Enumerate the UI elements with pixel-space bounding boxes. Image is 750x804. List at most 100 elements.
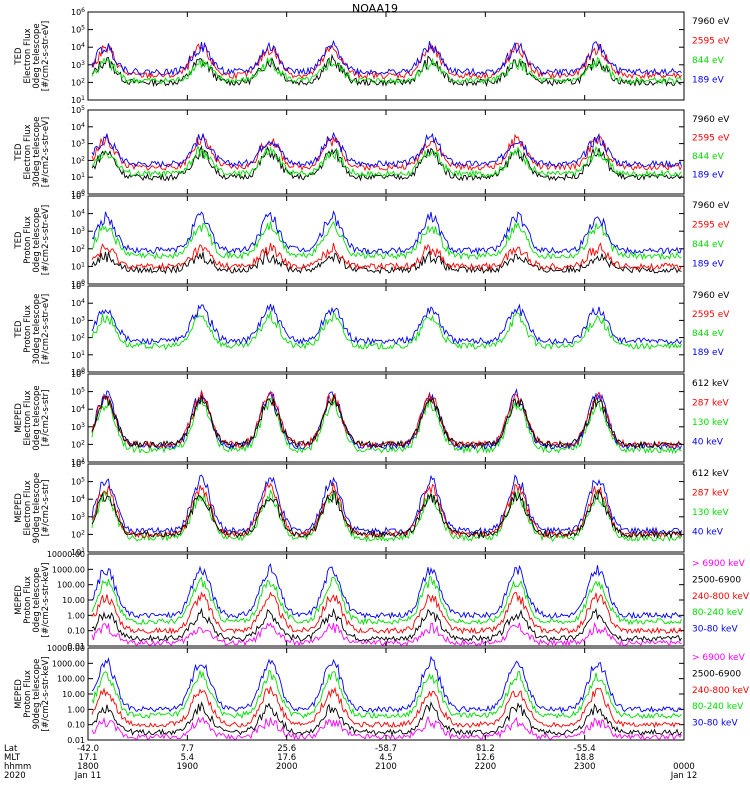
panel-1: 101 102 103 104 105 106 TED Electron Flux 0deg t…	[14, 7, 730, 105]
panel-2: 100 101 102 103 104 105 TED Electron Flux 30deg …	[14, 105, 730, 199]
y-tick-label: 103	[71, 422, 85, 432]
series-trace	[91, 622, 682, 648]
y-axis-label: MEPED	[14, 679, 24, 709]
time-tick-date: Jan 12	[670, 771, 698, 781]
y-tick-label: 105	[71, 387, 85, 397]
legend-entry: > 6900 keV	[692, 653, 746, 663]
y-axis-label: MEPED	[14, 403, 24, 433]
y-axis-label: MEPED	[14, 493, 24, 523]
y-axis-label: MEPED	[14, 585, 24, 615]
series-trace	[91, 669, 682, 720]
time-tick-lat: -42.0	[77, 744, 99, 754]
legend-entry: 40 keV	[692, 438, 724, 448]
time-tick-mlt: 12.6	[476, 753, 495, 763]
series-trace	[91, 394, 682, 449]
legend-entry: 7960 eV	[692, 115, 730, 125]
series-trace	[91, 145, 682, 179]
y-tick-label: 1.00	[67, 611, 85, 620]
time-tick-mlt: 18.8	[575, 753, 594, 763]
y-axis-label: 90deg telescope	[32, 473, 42, 544]
y-tick-label: 104	[71, 42, 85, 52]
time-tick-hhmm: 2100	[375, 762, 397, 772]
y-tick-label: 100	[71, 189, 85, 199]
legend-entry: 7960 eV	[692, 201, 730, 211]
y-tick-label: 103	[71, 226, 85, 236]
y-tick-label: 0.01	[67, 736, 85, 745]
series-trace	[91, 242, 682, 272]
y-tick-label: 105	[71, 25, 85, 35]
y-tick-label: 102	[71, 529, 85, 539]
series-trace	[91, 39, 682, 77]
time-tick-lat: 25.6	[277, 744, 296, 754]
y-tick-label: 102	[71, 244, 85, 254]
legend-entry: 2500-6900	[692, 669, 741, 679]
legend-entry: 189 eV	[692, 171, 725, 181]
legend-entry: > 6900 keV	[692, 559, 746, 569]
legend-entry: 844 eV	[692, 152, 725, 162]
time-row-label: MLT	[4, 753, 21, 763]
y-tick-label: 101	[71, 350, 85, 360]
y-axis-label: Electron Flux	[23, 124, 33, 179]
legend-entry: 80-240 keV	[692, 702, 744, 712]
y-tick-label: 10000.00	[47, 644, 85, 653]
y-axis-label: [#/cm2-s-str]	[41, 480, 51, 537]
y-tick-label: 106	[71, 459, 85, 469]
time-row-label: Lat	[4, 744, 18, 754]
legend-entry: 240-800 keV	[692, 686, 750, 696]
time-tick-hhmm: 2300	[574, 762, 596, 772]
y-tick-label: 102	[71, 439, 85, 449]
y-tick-label: 10.00	[62, 690, 85, 699]
y-axis-label: 0deg telescope	[32, 567, 42, 632]
time-tick-mlt: 17.1	[79, 753, 98, 763]
y-tick-label: 103	[71, 315, 85, 325]
legend-entry: 2595 eV	[692, 310, 730, 320]
y-tick-label: 0.01	[67, 642, 85, 651]
time-tick-mlt: 5.4	[181, 753, 195, 763]
series-trace	[91, 303, 682, 346]
y-tick-label: 101	[71, 261, 85, 271]
legend-entry: 612 keV	[692, 469, 729, 479]
y-tick-label: 104	[71, 404, 85, 414]
y-tick-label: 105	[71, 191, 85, 201]
legend-entry: 7960 eV	[692, 17, 730, 27]
y-tick-label: 10.00	[62, 596, 85, 605]
y-axis-label: TED	[14, 320, 24, 339]
y-axis-label: Electron Flux	[23, 390, 33, 445]
y-tick-label: 1000.00	[52, 659, 85, 668]
legend-entry: 287 keV	[692, 399, 729, 409]
y-axis-label: [#/cm2-s-str-eV]	[41, 117, 51, 187]
y-tick-label: 102	[71, 333, 85, 343]
y-tick-label: 103	[71, 139, 85, 149]
panel-3: 100 101 102 103 104 105 TED Proton Flux 0deg tel…	[14, 191, 730, 289]
time-tick-date: Jan 11	[74, 771, 102, 781]
legend-entry: 2500-6900	[692, 575, 741, 585]
time-tick-lat: -55.4	[574, 744, 596, 754]
series-trace	[91, 210, 682, 256]
y-tick-label: 105	[71, 105, 85, 115]
series-trace	[91, 488, 682, 540]
y-tick-label: 101	[71, 95, 85, 105]
legend-entry: 189 eV	[692, 348, 725, 358]
time-row-label: hhmm	[4, 762, 31, 772]
series-trace	[91, 591, 682, 635]
series-trace	[91, 701, 682, 737]
time-row-label: 2020	[4, 771, 26, 781]
figure-title: NOAA19	[352, 2, 398, 15]
time-tick-mlt: 4.5	[379, 753, 393, 763]
y-axis-label: [#/cm2-s-str-eV]	[41, 294, 51, 364]
time-tick-hhmm: 2000	[276, 762, 298, 772]
y-axis-label: 30deg telescope	[32, 117, 42, 188]
y-axis-label: 0deg telescope	[32, 385, 42, 450]
time-tick-mlt: 17.6	[277, 753, 296, 763]
y-tick-label: 100.00	[57, 581, 85, 590]
y-axis-label: [#/cm2-s-str-keV]	[41, 563, 51, 638]
legend-entry: 40 keV	[692, 528, 724, 538]
y-axis-label: TED	[14, 231, 24, 250]
time-tick-lat: -58.7	[375, 744, 397, 754]
y-tick-label: 105	[71, 281, 85, 291]
y-axis-label: Proton Flux	[23, 305, 33, 353]
y-axis-label: [#/cm2-s-str-eV]	[41, 21, 51, 91]
legend-entry: 2595 eV	[692, 37, 730, 47]
